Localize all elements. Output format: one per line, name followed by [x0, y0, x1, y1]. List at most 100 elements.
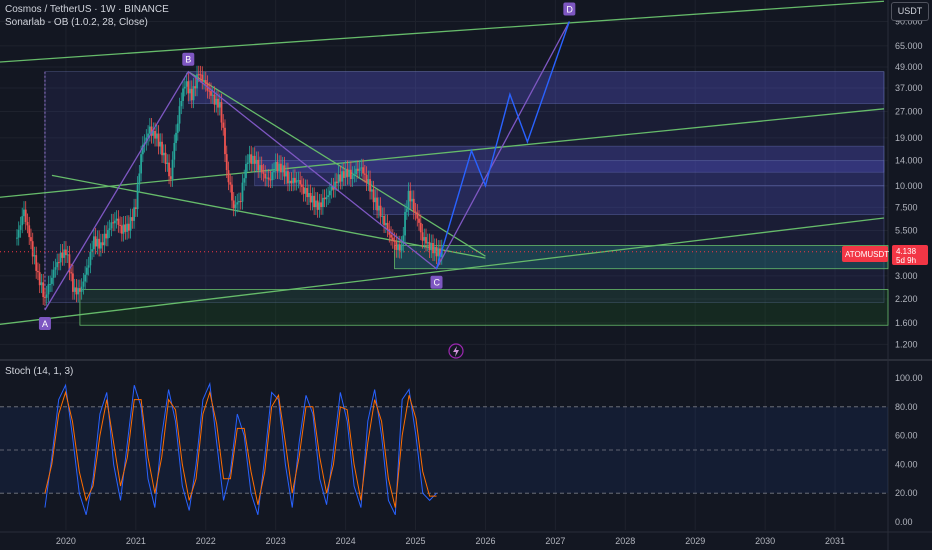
oscillator-title[interactable]: Stoch (14, 1, 3) [5, 366, 74, 377]
candle-body [162, 152, 165, 156]
candle-body [414, 211, 417, 213]
candle-body [248, 154, 251, 163]
candle-body [61, 252, 64, 258]
stoch-tick-label: 40.00 [895, 459, 918, 469]
candle-body [68, 254, 71, 273]
abcd-pattern: A B C D [38, 2, 576, 331]
candle-body [257, 159, 260, 171]
indicator-title[interactable]: Sonarlab - OB (1.0.2, 28, Close) [5, 17, 148, 28]
candle-body [187, 81, 190, 94]
candle-body [84, 274, 87, 282]
candle-body [98, 238, 101, 249]
time-tick-label: 2020 [56, 536, 76, 546]
candle-body [260, 165, 263, 173]
candle-body [65, 249, 67, 256]
candle-body [239, 201, 242, 203]
lightning-icon[interactable] [448, 343, 464, 359]
candle-body [307, 192, 310, 198]
candle-body [82, 281, 85, 287]
candle-body [253, 155, 256, 164]
candle-body [175, 132, 177, 143]
candle-body [374, 197, 377, 203]
price-tick-label: 1.200 [895, 339, 918, 349]
candle-body [47, 284, 50, 295]
channel-line [0, 217, 885, 325]
candle-body [26, 221, 29, 226]
candle-body [391, 237, 394, 241]
pattern-point-badge [182, 52, 195, 66]
pattern-point-badge [38, 317, 51, 331]
stochastic-panel [0, 381, 888, 516]
candle-body [323, 197, 326, 200]
candle-body [24, 209, 27, 222]
candle-body [52, 269, 55, 278]
candle-body [351, 174, 354, 180]
candle-body [190, 88, 193, 101]
candle-body [439, 248, 441, 257]
candle-body [395, 241, 398, 250]
candle-body [400, 244, 403, 251]
stoch-k-line [44, 381, 437, 516]
candle-body [348, 169, 351, 177]
candle-body [66, 254, 69, 256]
candle-body [377, 205, 380, 211]
candle-body [164, 152, 167, 164]
candle-body [236, 202, 239, 205]
price-tick-label: 10.000 [895, 181, 923, 191]
candle-body [309, 192, 312, 203]
candle-body [369, 179, 371, 192]
candle-body [208, 90, 211, 92]
candle-body [213, 94, 216, 105]
price-label-ticker: ATOMUSDT [845, 250, 889, 259]
symbol-title[interactable]: Cosmos / TetherUS · 1W · BINANCE [5, 4, 169, 15]
candle-body [85, 267, 88, 275]
currency-button[interactable]: USDT [891, 2, 929, 21]
supply-zone [44, 71, 885, 303]
pattern-point-badge [430, 275, 443, 289]
candle-body [92, 236, 95, 250]
candle-body [353, 174, 356, 176]
candle-body [255, 159, 258, 164]
order-block-zones [44, 71, 889, 326]
candle-body [262, 172, 265, 174]
candle-body [328, 190, 331, 196]
candle-body [140, 154, 142, 174]
candle-body [157, 133, 160, 147]
stoch-tick-label: 0.00 [895, 517, 913, 527]
candle-body [23, 209, 25, 217]
candle-body [136, 184, 139, 210]
candle-body [94, 236, 97, 247]
candle-body [72, 273, 74, 292]
candle-body [304, 188, 307, 194]
candle-body [316, 200, 319, 210]
candle-body [302, 186, 305, 194]
price-tick-label: 1.600 [895, 318, 918, 328]
candle-body [37, 270, 39, 273]
price-tick-label: 49.000 [895, 62, 923, 72]
candle-body [217, 98, 219, 108]
time-tick-label: 2022 [196, 536, 216, 546]
candle-body [428, 242, 431, 251]
candle-body [423, 237, 426, 241]
candle-body [159, 141, 162, 147]
candle-body [278, 163, 281, 172]
supply-zone [373, 185, 885, 215]
candle-body [358, 168, 361, 171]
candle-body [337, 174, 340, 184]
candle-body [19, 225, 22, 230]
candle-body [99, 242, 102, 249]
candle-body [229, 182, 232, 185]
trend-channel-lines [0, 0, 885, 325]
price-tick-label: 3.000 [895, 271, 918, 281]
demand-zone [394, 245, 889, 270]
candle-body [269, 179, 272, 181]
candle-body [105, 233, 108, 239]
candle-body [73, 287, 76, 292]
candle-body [120, 225, 123, 234]
candle-body [131, 217, 134, 221]
candle-body [148, 126, 151, 134]
candle-body [311, 195, 314, 203]
candle-body [433, 246, 436, 254]
candle-body [330, 186, 333, 191]
